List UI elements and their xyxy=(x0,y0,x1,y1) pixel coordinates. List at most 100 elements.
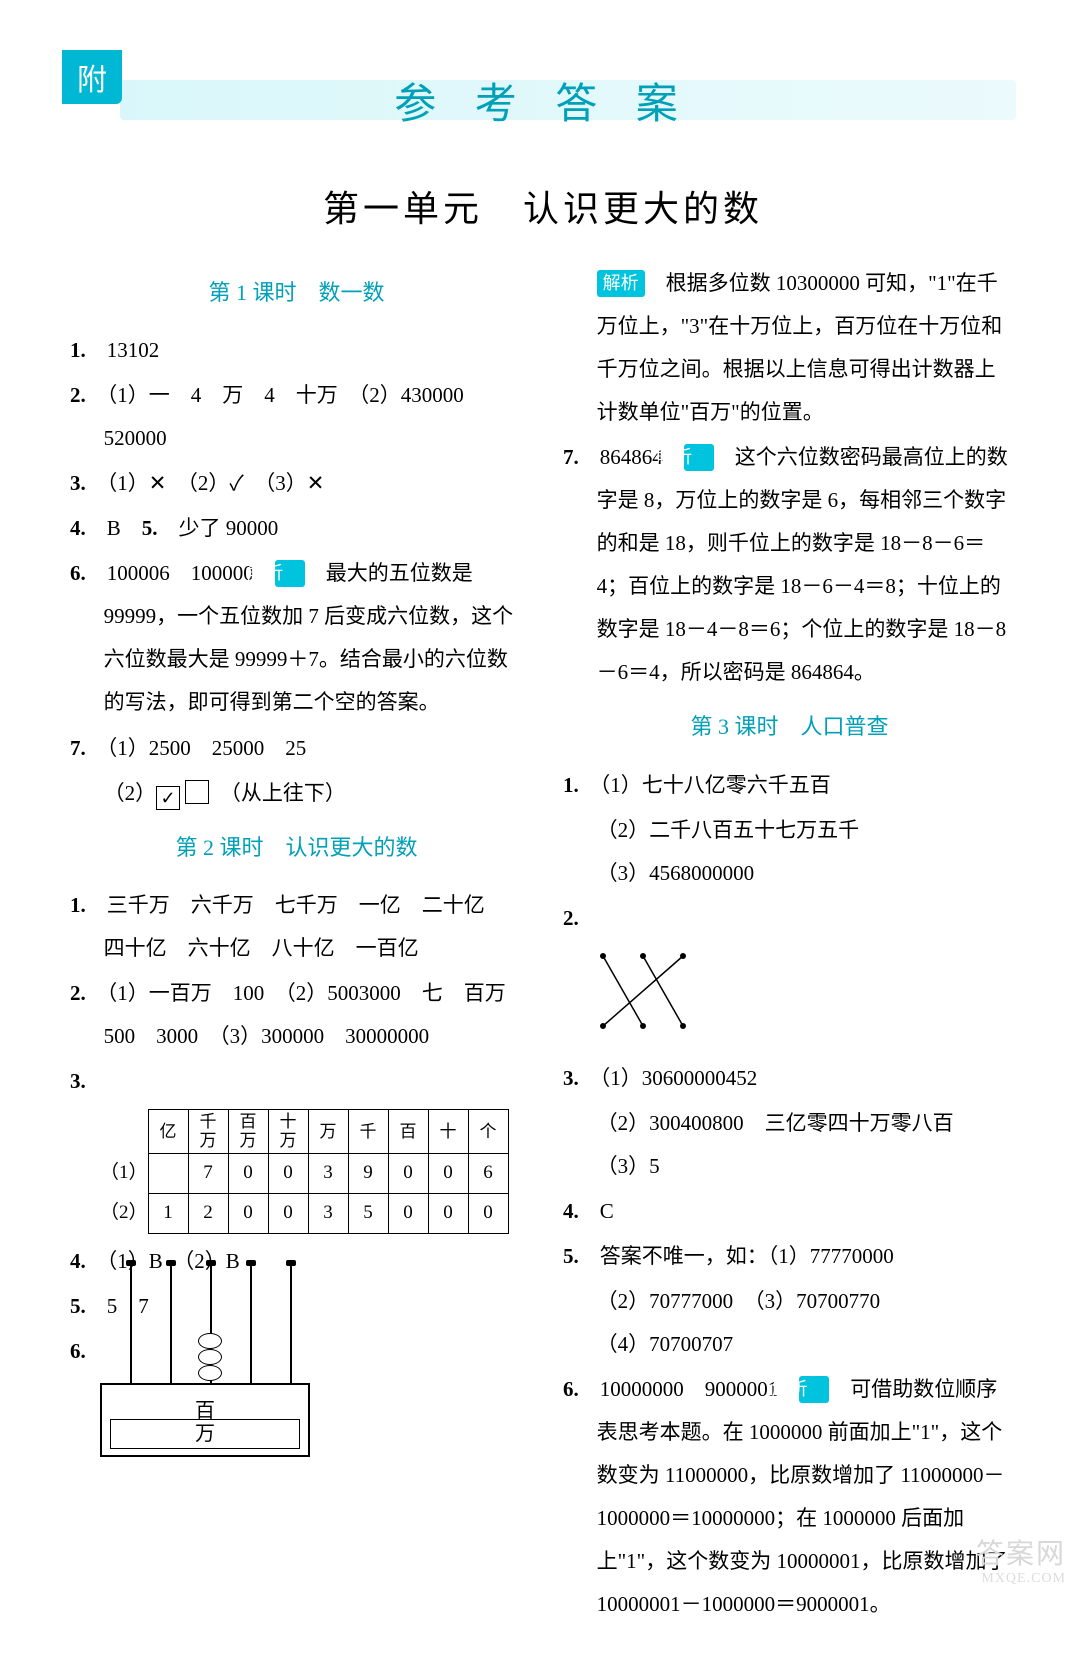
rod-2 xyxy=(170,1263,172,1383)
abacus-bottom-label: 万 xyxy=(110,1419,300,1449)
l2-a6-ana: 解析 根据多位数 10300000 可知，"1"在千万位上，"3"在十万位上，百… xyxy=(563,262,1016,434)
th-7: 十 xyxy=(428,1109,468,1153)
l1-a3-text: （1）✕ （2）✓ （3）✕ xyxy=(107,471,325,495)
r2c8: 0 xyxy=(468,1194,508,1234)
th-4: 万 xyxy=(308,1109,348,1153)
r1c5: 9 xyxy=(348,1154,388,1194)
l2-a7-ana: 这个六位数密码最高位上的数字是 8，万位上的数字是 6，每相邻三个数字的和是 1… xyxy=(597,445,1008,684)
l1-a7-1-text: （1）2500 25000 25 xyxy=(107,736,307,760)
banner: 参 考 答 案 xyxy=(70,60,1016,140)
l3-a1-2: （2）二千八百五十七万五千 xyxy=(563,809,1016,852)
r2c6: 0 xyxy=(388,1194,428,1234)
l2-a1: 1. 三千万 六千万 七千万 一亿 二十亿 四十亿 六十亿 八十亿 一百亿 xyxy=(70,884,523,970)
l2-a4: 4. （1）B （2）B xyxy=(70,1240,523,1283)
banner-title: 参 考 答 案 xyxy=(394,70,692,131)
l3-a1-3: （3）4568000000 xyxy=(563,852,1016,895)
r1c7: 0 xyxy=(428,1154,468,1194)
th-2: 百 万 xyxy=(228,1109,268,1153)
r1c8: 6 xyxy=(468,1154,508,1194)
check-box-empty xyxy=(185,780,209,804)
watermark-big: 答案网 xyxy=(976,1540,1066,1571)
l1-a7-1: 7. （1）2500 25000 25 xyxy=(70,727,523,770)
right-column: 解析 根据多位数 10300000 可知，"1"在千万位上，"3"在十万位上，百… xyxy=(563,260,1016,1628)
r1-label: （1） xyxy=(100,1154,148,1194)
l2-a2-text: （1）一百万 100 （2）5003000 七 百万 500 3000 （3）3… xyxy=(104,981,527,1048)
th-6: 百 xyxy=(388,1109,428,1153)
analysis-tag: 解析 xyxy=(799,1376,829,1403)
r2-label: （2） xyxy=(100,1194,148,1234)
th-0: 亿 xyxy=(148,1109,188,1153)
l1-a7-2: （2）✓ （从上往下） xyxy=(70,772,523,815)
l2-a3-label: 3. xyxy=(70,1060,523,1103)
l3-a3-3: （3）5 xyxy=(563,1145,1016,1188)
check-box-checked: ✓ xyxy=(156,786,180,810)
l2-a2: 2. （1）一百万 100 （2）5003000 七 百万 500 3000 （… xyxy=(70,972,523,1058)
abacus-frame: 百 万 xyxy=(100,1383,310,1457)
r2c3: 0 xyxy=(268,1194,308,1234)
r2c5: 5 xyxy=(348,1194,388,1234)
l1-a4-a5: 4. B 5. 少了 90000 xyxy=(70,507,523,550)
l1-a6: 6. 100006 100000 解析 最大的五位数是 99999，一个五位数加… xyxy=(70,552,523,724)
l2-a6-ana-text: 根据多位数 10300000 可知，"1"在千万位上，"3"在十万位上，百万位在… xyxy=(597,271,1003,424)
l3-a3-2: （2）300400800 三亿零四十万零八百 xyxy=(563,1102,1016,1145)
unit-title: 第一单元 认识更大的数 xyxy=(70,180,1016,232)
lesson2-title: 第 2 课时 认识更大的数 xyxy=(70,825,523,870)
matching-svg xyxy=(593,946,713,1036)
analysis-tag: 解析 xyxy=(597,270,645,297)
l2-a6-label: 6. xyxy=(70,1330,523,1373)
rod-5 xyxy=(290,1263,292,1383)
lesson1-title: 第 1 课时 数一数 xyxy=(70,270,523,315)
th-5: 千 xyxy=(348,1109,388,1153)
th-3: 十 万 xyxy=(268,1109,308,1153)
l1-a7-2-pre: （2） xyxy=(104,781,157,805)
r2c0: 1 xyxy=(148,1194,188,1234)
l1-a1: 1. 13102 xyxy=(70,329,523,372)
th-1: 千 万 xyxy=(188,1109,228,1153)
l3-a6: 6. 10000000 9000001 解析 可借助数位顺序表思考本题。在 10… xyxy=(563,1368,1016,1626)
matching-diagram xyxy=(593,946,1016,1051)
rod-1 xyxy=(130,1263,132,1383)
abacus-diagram: 百 万 xyxy=(100,1383,310,1457)
watermark: 答案网 MXQE.COM xyxy=(976,1540,1066,1586)
table-header-row: 亿 千 万 百 万 十 万 万 千 百 十 个 xyxy=(100,1109,508,1153)
rod-3 xyxy=(210,1263,212,1383)
l1-a1-text: 13102 xyxy=(107,338,160,362)
l1-a5-text: 少了 90000 xyxy=(179,516,279,540)
l3-a2-label: 2. xyxy=(563,897,1016,940)
lesson3-title: 第 3 课时 人口普查 xyxy=(563,704,1016,749)
r2c2: 0 xyxy=(228,1194,268,1234)
place-value-table: 亿 千 万 百 万 十 万 万 千 百 十 个 （1） 7 0 0 3 xyxy=(100,1109,509,1234)
watermark-small: MXQE.COM xyxy=(976,1571,1066,1586)
l3-a5-2: （2）70777000 （3）70700770 xyxy=(563,1280,1016,1323)
table-row-1: （1） 7 0 0 3 9 0 0 6 xyxy=(100,1154,508,1194)
left-column: 第 1 课时 数一数 1. 13102 2. （1）一 4 万 4 十万 （2）… xyxy=(70,260,523,1628)
r1c6: 0 xyxy=(388,1154,428,1194)
r1c3: 0 xyxy=(268,1154,308,1194)
l3-a1-1: 1. （1）七十八亿零六千五百 xyxy=(563,764,1016,807)
rod-4 xyxy=(250,1263,252,1383)
l3-a4: 4. C xyxy=(563,1190,1016,1233)
bead xyxy=(198,1365,222,1381)
th-8: 个 xyxy=(468,1109,508,1153)
l3-a5-3: （4）70700707 xyxy=(563,1323,1016,1366)
l3-a4-text: C xyxy=(600,1199,614,1223)
r1c0 xyxy=(148,1154,188,1194)
l3-a3-1-text: （1）30600000452 xyxy=(600,1066,758,1090)
l1-a4-text: B xyxy=(107,516,121,540)
l3-a5-1-text: 答案不唯一，如：（1）77770000 xyxy=(600,1244,894,1268)
l3-a5-1: 5. 答案不唯一，如：（1）77770000 xyxy=(563,1235,1016,1278)
r2c7: 0 xyxy=(428,1194,468,1234)
l1-a2-text: （1）一 4 万 4 十万 （2）430000 520000 xyxy=(104,383,485,450)
table-row-2: （2） 1 2 0 0 3 5 0 0 0 xyxy=(100,1194,508,1234)
analysis-tag: 解析 xyxy=(684,444,714,471)
l2-a5-text: 5 7 xyxy=(107,1294,149,1318)
r1c2: 0 xyxy=(228,1154,268,1194)
r2c1: 2 xyxy=(188,1194,228,1234)
l3-a1-1-text: （1）七十八亿零六千五百 xyxy=(600,773,831,797)
l1-a2: 2. （1）一 4 万 4 十万 （2）430000 520000 xyxy=(70,374,523,460)
l2-a7: 7. 864864 解析 这个六位数密码最高位上的数字是 8，万位上的数字是 6… xyxy=(563,436,1016,694)
l1-a3: 3. （1）✕ （2）✓ （3）✕ xyxy=(70,462,523,505)
l1-a7-2-suf: （从上往下） xyxy=(230,781,346,805)
r1c1: 7 xyxy=(188,1154,228,1194)
r1c4: 3 xyxy=(308,1154,348,1194)
